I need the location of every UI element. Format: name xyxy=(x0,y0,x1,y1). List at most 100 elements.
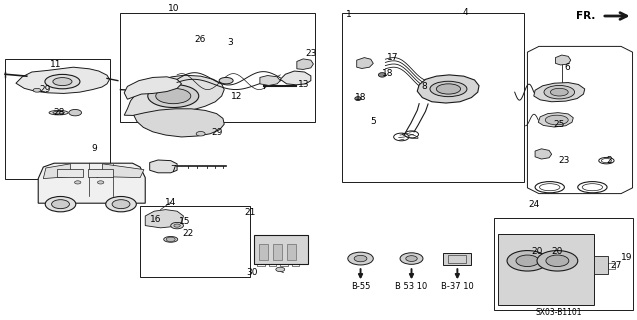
Circle shape xyxy=(75,181,81,184)
Text: 13: 13 xyxy=(297,80,309,89)
Bar xyxy=(254,235,308,264)
Ellipse shape xyxy=(550,88,568,96)
Text: 6: 6 xyxy=(564,63,571,72)
Text: 4: 4 xyxy=(462,8,468,17)
Text: 23: 23 xyxy=(305,49,317,58)
Circle shape xyxy=(406,256,417,261)
Polygon shape xyxy=(38,163,145,203)
Polygon shape xyxy=(357,58,373,68)
Bar xyxy=(269,263,276,266)
Bar xyxy=(594,256,608,274)
Text: 21: 21 xyxy=(244,208,255,217)
Text: 17: 17 xyxy=(387,53,399,62)
Text: 29: 29 xyxy=(211,128,222,137)
Bar xyxy=(292,263,299,266)
Ellipse shape xyxy=(53,78,72,86)
Text: 18: 18 xyxy=(355,93,367,102)
Text: B-55: B-55 xyxy=(351,282,370,291)
Circle shape xyxy=(348,252,373,265)
Polygon shape xyxy=(534,83,585,102)
Bar xyxy=(342,13,524,182)
Ellipse shape xyxy=(155,88,191,104)
Bar xyxy=(57,169,83,177)
Circle shape xyxy=(112,200,130,209)
Text: 15: 15 xyxy=(179,217,190,226)
Circle shape xyxy=(354,255,367,262)
Bar xyxy=(503,286,527,302)
Circle shape xyxy=(69,109,82,116)
Text: 22: 22 xyxy=(182,229,194,238)
Circle shape xyxy=(174,224,180,227)
Bar xyxy=(494,218,633,310)
Polygon shape xyxy=(124,77,182,99)
Polygon shape xyxy=(538,113,573,127)
Polygon shape xyxy=(297,59,313,69)
Text: 1: 1 xyxy=(346,10,352,19)
Text: 7: 7 xyxy=(170,165,176,174)
Circle shape xyxy=(52,200,69,209)
Ellipse shape xyxy=(378,73,386,77)
Polygon shape xyxy=(103,164,144,178)
Text: 20: 20 xyxy=(531,247,543,256)
Ellipse shape xyxy=(430,81,467,97)
Circle shape xyxy=(171,222,183,229)
Polygon shape xyxy=(150,160,177,173)
Ellipse shape xyxy=(355,97,361,100)
Polygon shape xyxy=(145,210,183,228)
Bar xyxy=(5,59,110,179)
Polygon shape xyxy=(535,149,552,159)
Circle shape xyxy=(276,267,285,272)
Polygon shape xyxy=(16,67,110,93)
Text: 26: 26 xyxy=(194,35,206,44)
Text: 2: 2 xyxy=(607,156,612,164)
Circle shape xyxy=(196,132,205,136)
Polygon shape xyxy=(555,55,571,65)
Circle shape xyxy=(400,253,423,264)
Text: 20: 20 xyxy=(551,247,562,256)
Ellipse shape xyxy=(53,111,64,114)
Text: 23: 23 xyxy=(558,156,569,165)
Ellipse shape xyxy=(544,85,575,99)
Bar xyxy=(498,234,594,305)
Bar xyxy=(287,244,296,260)
Bar xyxy=(259,244,268,260)
Polygon shape xyxy=(417,75,479,103)
Polygon shape xyxy=(134,109,224,137)
Bar xyxy=(273,244,282,260)
Polygon shape xyxy=(260,76,280,85)
Ellipse shape xyxy=(436,84,461,94)
Text: 12: 12 xyxy=(231,92,242,100)
Circle shape xyxy=(97,181,104,184)
Polygon shape xyxy=(43,164,70,179)
Bar xyxy=(257,263,265,266)
Text: 25: 25 xyxy=(554,120,565,129)
Text: 18: 18 xyxy=(382,69,394,78)
Circle shape xyxy=(537,251,578,271)
Circle shape xyxy=(33,88,41,92)
Circle shape xyxy=(516,255,539,267)
Text: 16: 16 xyxy=(150,215,162,224)
Text: 11: 11 xyxy=(50,60,62,68)
Text: 10: 10 xyxy=(168,4,179,13)
Circle shape xyxy=(166,237,175,242)
Text: 28: 28 xyxy=(53,108,64,116)
Circle shape xyxy=(106,196,136,212)
Polygon shape xyxy=(280,71,311,85)
Text: 30: 30 xyxy=(247,268,258,277)
Bar xyxy=(448,255,466,263)
Text: 3: 3 xyxy=(227,38,234,47)
Text: FR.: FR. xyxy=(576,11,596,21)
Ellipse shape xyxy=(164,236,178,242)
Circle shape xyxy=(507,251,548,271)
Bar xyxy=(153,162,173,171)
Ellipse shape xyxy=(545,115,568,125)
Bar xyxy=(88,169,113,177)
Text: B 53 10: B 53 10 xyxy=(396,282,427,291)
Text: 8: 8 xyxy=(421,82,427,91)
Text: 19: 19 xyxy=(621,253,633,262)
Text: 14: 14 xyxy=(165,198,176,207)
Bar xyxy=(443,253,471,265)
Ellipse shape xyxy=(219,77,233,84)
Circle shape xyxy=(546,255,569,267)
Ellipse shape xyxy=(45,75,80,89)
